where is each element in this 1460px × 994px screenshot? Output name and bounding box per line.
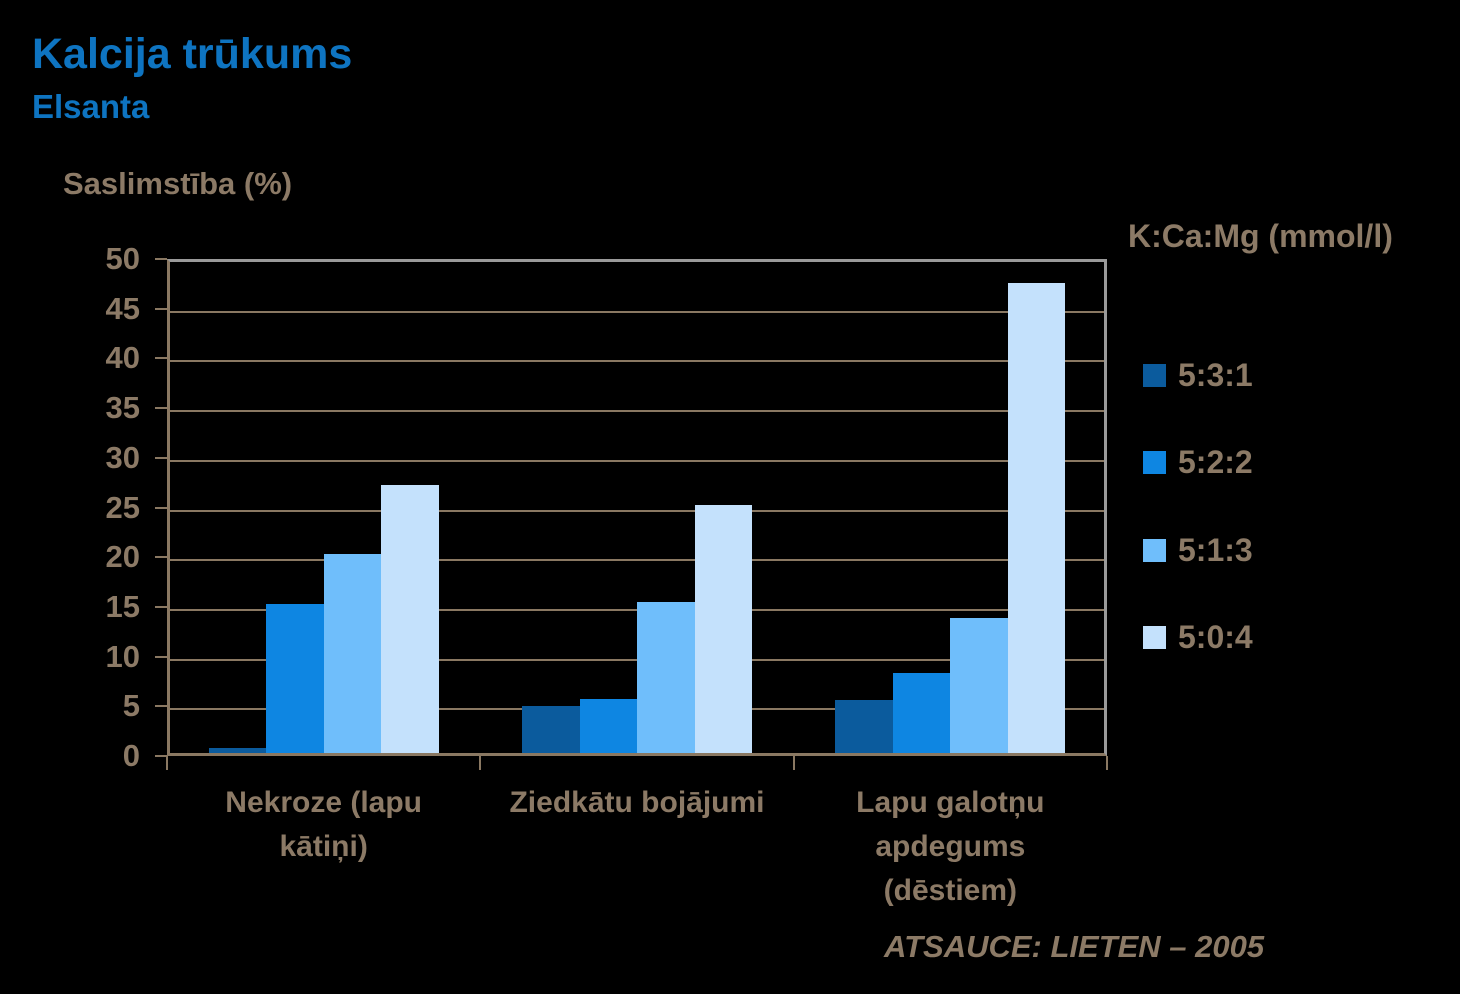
y-tick-label: 35 (105, 390, 140, 426)
y-tick-label: 0 (122, 738, 140, 773)
legend-swatch-icon (1143, 626, 1166, 649)
source-note: ATSAUCE: LIETEN – 2005 (884, 929, 1265, 964)
y-tick-mark (155, 705, 167, 708)
bar (694, 504, 752, 753)
x-tick-mark (792, 756, 795, 770)
y-tick-label: 15 (105, 588, 140, 624)
bar (266, 603, 324, 753)
legend-swatch-icon (1143, 451, 1166, 474)
chart-title: Kalcija trūkums (32, 30, 353, 78)
legend-title: K:Ca:Mg (mmol/l) (1128, 218, 1393, 254)
category-label: Lapu galotņu apdegums (dēstiem) (856, 786, 1045, 907)
legend-item: 5:2:2 (1143, 444, 1253, 480)
chart-subtitle: Elsanta (32, 88, 150, 125)
y-tick-mark (155, 755, 167, 757)
bar (323, 554, 382, 753)
legend-item: 5:0:4 (1143, 619, 1253, 655)
legend-item: 5:1:3 (1143, 531, 1253, 568)
y-tick-label: 45 (105, 290, 140, 326)
bar (208, 748, 267, 753)
y-tick-label: 30 (105, 439, 140, 475)
legend-label: 5:3:1 (1178, 356, 1253, 393)
legend-item: 5:3:1 (1143, 356, 1253, 393)
category-label: Nekroze (lapu kātiņi) (225, 786, 423, 863)
y-tick-label: 10 (105, 638, 140, 674)
y-tick-label: 50 (105, 241, 140, 276)
y-axis-title: Saslimstība (%) (63, 166, 293, 201)
y-tick-label: 40 (105, 340, 140, 376)
y-tick-mark (155, 307, 167, 310)
legend: K:Ca:Mg (mmol/l) 5:3:1 5:2:2 5:1:3 5:0:4 (1128, 218, 1458, 655)
bar (637, 601, 695, 753)
y-tick-mark (155, 407, 167, 410)
y-tick-label: 20 (105, 539, 140, 575)
gridline (170, 559, 1104, 562)
bar (1007, 282, 1066, 753)
legend-label: 5:0:4 (1178, 619, 1253, 655)
bar (892, 673, 951, 753)
gridline (170, 459, 1104, 462)
bar (835, 700, 893, 753)
y-tick-mark (155, 357, 167, 360)
plot-area (167, 259, 1107, 756)
legend-swatch-icon (1143, 538, 1166, 562)
y-tick-mark (155, 655, 167, 658)
bar (950, 617, 1008, 753)
gridline (170, 310, 1104, 313)
y-tick-mark (155, 506, 167, 509)
gridline (170, 360, 1104, 363)
y-tick-mark (155, 456, 167, 459)
y-tick-mark (155, 556, 167, 559)
gridline (170, 410, 1104, 413)
category-label: Ziedkātu bojājumi (509, 786, 765, 819)
y-tick-label: 5 (122, 688, 140, 724)
y-tick-mark (155, 258, 167, 260)
y-tick-label: 25 (105, 489, 140, 525)
x-tick-mark (1106, 756, 1108, 770)
legend-label: 5:2:2 (1178, 444, 1253, 480)
x-tick-mark (166, 756, 168, 770)
x-tick-mark (479, 756, 482, 770)
bar (522, 706, 580, 753)
gridline (170, 509, 1104, 512)
y-tick-mark (155, 605, 167, 608)
bar (381, 484, 439, 753)
legend-swatch-icon (1143, 363, 1166, 387)
bar (579, 699, 637, 753)
legend-label: 5:1:3 (1178, 531, 1253, 568)
